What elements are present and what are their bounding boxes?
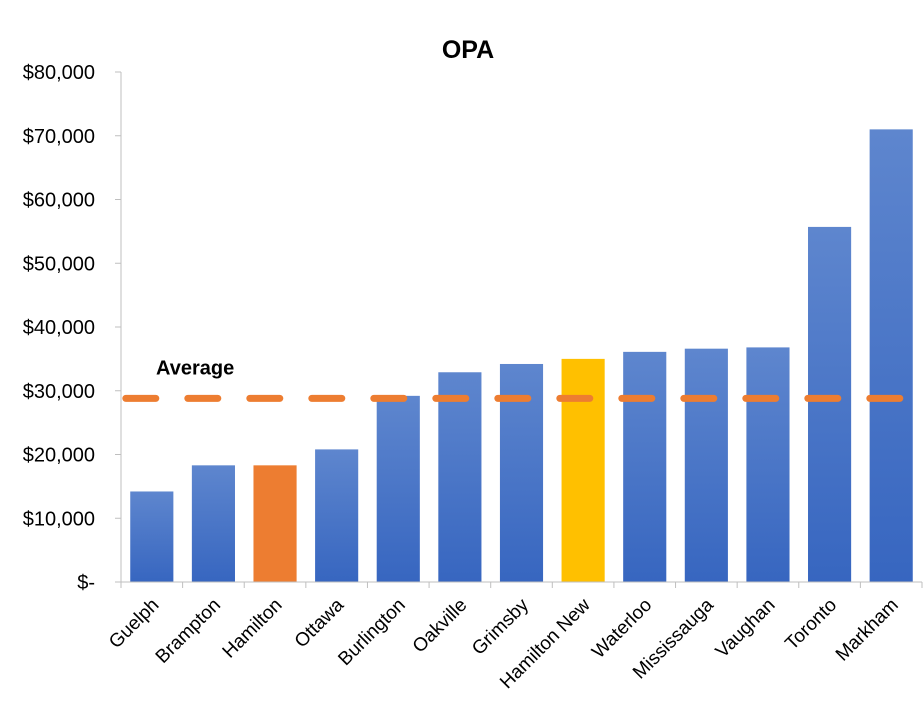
bars: [130, 129, 913, 582]
average-label: Average: [156, 357, 234, 379]
y-tick-label: $40,000: [23, 317, 95, 339]
y-axis: $- $10,000 $20,000 $30,000 $40,000 $50,000 $60…: [23, 62, 122, 594]
y-tick-label: $70,000: [23, 126, 95, 148]
bar-guelph: [130, 491, 174, 582]
y-tick-label: $60,000: [23, 190, 95, 212]
x-tick-label: Hamilton: [219, 595, 287, 663]
x-tick-label: Brampton: [152, 595, 225, 668]
y-tick-label: $50,000: [23, 253, 95, 275]
bar-markham: [869, 129, 913, 582]
x-tick-label: Guelph: [105, 595, 163, 653]
average-line-group: Average: [122, 357, 908, 402]
y-tick-label: $10,000: [23, 508, 95, 530]
bar-vaughan: [746, 347, 790, 582]
bar-mississauga: [684, 348, 728, 582]
x-tick-label: Oakville: [409, 595, 472, 658]
bar-brampton: [191, 465, 235, 582]
bar-oakville: [438, 372, 482, 582]
y-tick-label: $30,000: [23, 381, 95, 403]
y-tick-label: $-: [77, 572, 95, 594]
bar-hamilton: [253, 465, 297, 582]
x-tick-label: Toronto: [781, 595, 841, 655]
bar-burlington: [376, 395, 420, 582]
bar-hamilton-new: [561, 358, 605, 582]
x-tick-label: Vaughan: [712, 595, 780, 663]
bar-waterloo: [623, 351, 667, 582]
chart-title: OPA: [442, 36, 494, 64]
x-tick-label: Burlington: [334, 595, 409, 670]
bar-ottawa: [315, 449, 359, 582]
x-tick-label: Ottawa: [291, 594, 349, 652]
y-tick-label: $80,000: [23, 62, 95, 84]
y-tick-label: $20,000: [23, 445, 95, 467]
x-tick-label: Markham: [832, 595, 903, 666]
bar-toronto: [808, 226, 852, 582]
